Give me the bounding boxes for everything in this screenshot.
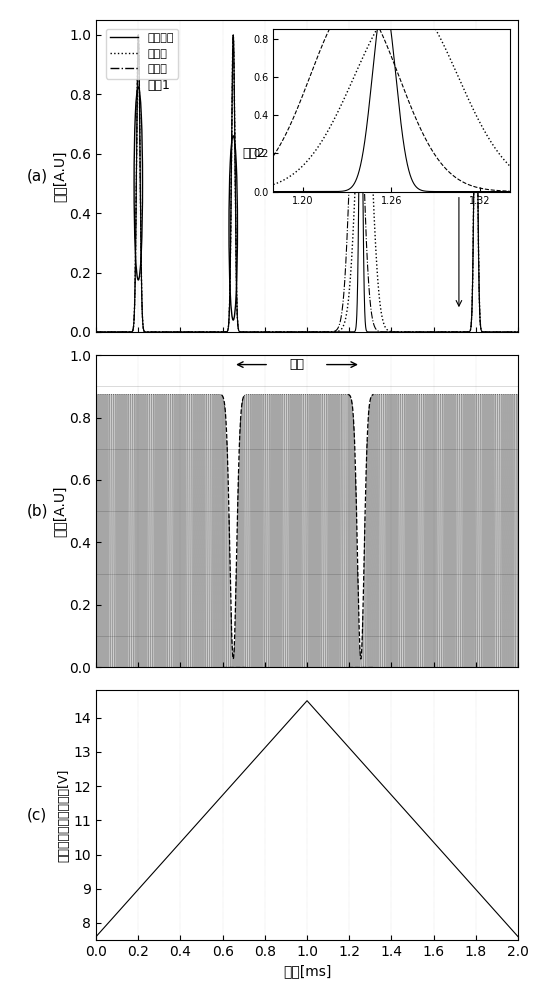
X-axis label: 时间[ms]: 时间[ms] bbox=[283, 964, 331, 978]
Text: 光栎2: 光栎2 bbox=[243, 147, 265, 160]
Text: (b): (b) bbox=[26, 504, 48, 519]
Text: 标记: 标记 bbox=[289, 358, 304, 371]
Text: (a): (a) bbox=[27, 168, 48, 183]
Y-axis label: 光强[A.U]: 光强[A.U] bbox=[52, 150, 66, 202]
Text: 光栎1: 光栎1 bbox=[148, 79, 171, 92]
Y-axis label: 可调谐滤波器驱动电压[V]: 可调谐滤波器驱动电压[V] bbox=[58, 769, 70, 862]
Legend: 原始状态, 拉应力, 压应力: 原始状态, 拉应力, 压应力 bbox=[106, 29, 178, 79]
Text: (c): (c) bbox=[27, 808, 47, 823]
Y-axis label: 光强[A.U]: 光强[A.U] bbox=[52, 485, 66, 537]
